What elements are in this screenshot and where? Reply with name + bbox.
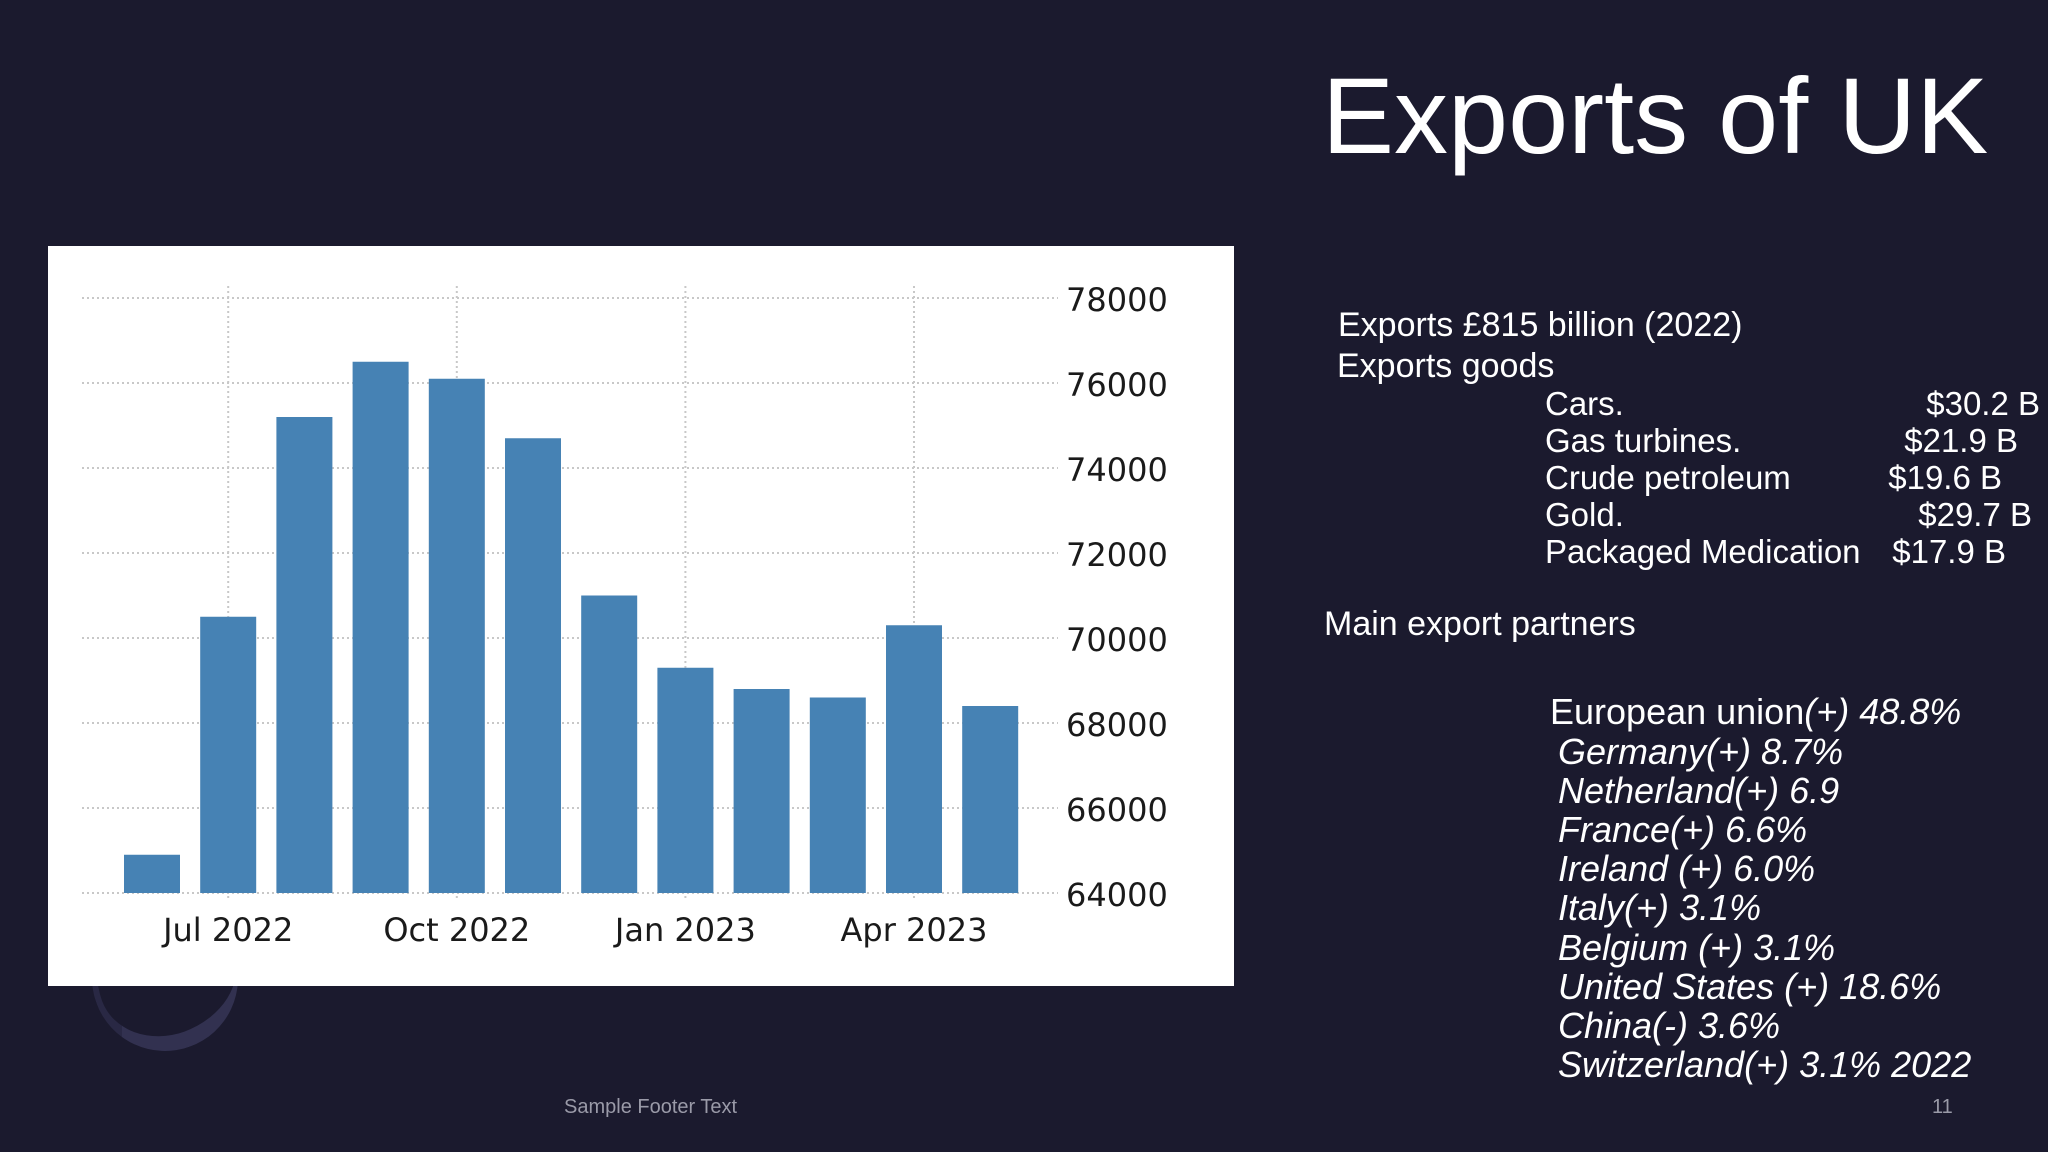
bar (809, 697, 866, 893)
partner-ireland: Ireland (+) 6.0% (1558, 848, 1816, 889)
partner-germany: Germany(+) 8.7% (1558, 731, 1844, 772)
goods-name-gas-turbines: Gas turbines. (1545, 422, 1742, 459)
y-tick-label: 74000 (1066, 451, 1168, 489)
bar (505, 438, 561, 893)
y-tick-label: 72000 (1066, 536, 1168, 574)
bar (200, 616, 257, 893)
goods-name-gold: Gold. (1545, 496, 1624, 533)
chart-canvas: 64000 66000 68000 70000 72000 74000 76000 78000… (82, 281, 1168, 949)
partner-italy: Italy(+) 3.1% (1558, 887, 1762, 928)
bar (733, 689, 790, 893)
y-tick-label: 64000 (1066, 876, 1168, 914)
goods-value-crude-petroleum: $19.6 B (1888, 459, 2002, 496)
goods-value-gold: $29.7 B (1918, 496, 2032, 533)
x-tick-label: Apr 2023 (841, 911, 988, 949)
goods-name-cars: Cars. (1545, 385, 1624, 422)
y-tick-label: 66000 (1066, 791, 1168, 829)
goods-value-gas-turbines: $21.9 B (1904, 422, 2018, 459)
footer-text: Sample Footer Text (564, 1096, 738, 1118)
exports-total: Exports £815 billion (2022) (1338, 306, 1743, 344)
page-number: 11 (1932, 1096, 1953, 1118)
goods-name-packaged-medication: Packaged Medication (1545, 533, 1861, 570)
bar (886, 625, 942, 893)
y-tick-label: 78000 (1066, 281, 1168, 319)
bar (352, 361, 409, 893)
goods-value-packaged-medication: $17.9 B (1892, 533, 2006, 570)
partner-netherland: Netherland(+) 6.9 (1558, 770, 1840, 811)
x-tick-label: Jul 2022 (161, 911, 293, 949)
bar (428, 378, 485, 893)
exports-bar-chart: 64000 66000 68000 70000 72000 74000 76000 78000… (48, 246, 1234, 986)
goods-name-crude-petroleum: Crude petroleum (1545, 459, 1791, 496)
bar (581, 595, 638, 893)
partner-european-union: European union(+) 48.8% (1550, 694, 1961, 730)
partner-switzerland: Switzerland(+) 3.1% 2022 (1558, 1044, 1972, 1085)
y-tick-label: 70000 (1066, 621, 1168, 659)
partner-name: European union (1550, 691, 1805, 732)
partners-heading: Main export partners (1324, 605, 1636, 643)
partner-france: France(+) 6.6% (1558, 809, 1808, 850)
bar (124, 854, 180, 893)
y-tick-label: 68000 (1066, 706, 1168, 744)
partner-share: (+) 48.8% (1804, 691, 1962, 732)
slide-title: Exports of UK (1322, 55, 1989, 176)
x-tick-label: Oct 2022 (383, 911, 530, 949)
bar (276, 417, 333, 893)
bar (657, 667, 714, 893)
partner-united-states: United States (+) 18.6% (1558, 966, 1942, 1007)
exports-goods-heading: Exports goods (1337, 347, 1555, 385)
bar (962, 706, 1019, 893)
partner-china: China(-) 3.6% (1558, 1005, 1781, 1046)
partner-belgium: Belgium (+) 3.1% (1558, 927, 1836, 968)
goods-value-cars: $30.2 B (1926, 385, 2040, 422)
x-tick-label: Jan 2023 (613, 911, 756, 949)
y-tick-label: 76000 (1066, 366, 1168, 404)
